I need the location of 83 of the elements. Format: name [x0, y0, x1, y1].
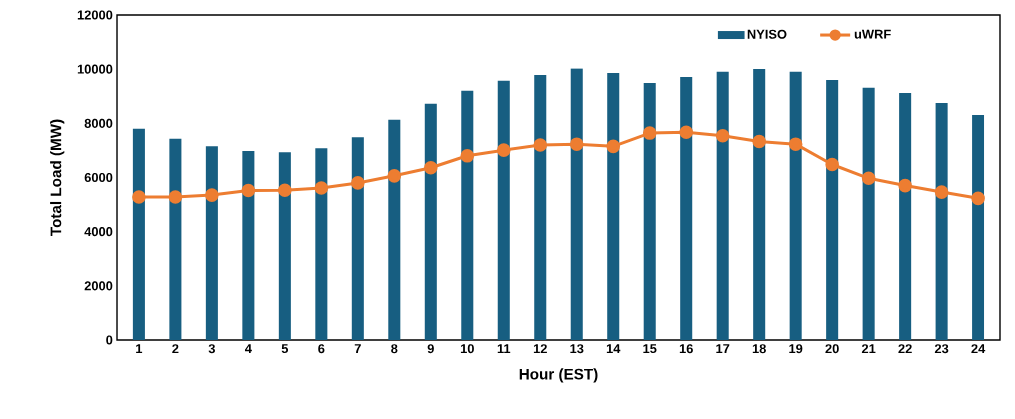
x-tick-label: 3 — [208, 344, 215, 354]
point — [168, 190, 183, 204]
bar — [899, 92, 912, 340]
x-tick-label: 1 — [136, 344, 143, 353]
bar — [972, 114, 985, 340]
bar — [680, 77, 693, 340]
point — [679, 125, 694, 140]
bar — [607, 72, 620, 340]
point — [533, 138, 548, 152]
point — [788, 137, 803, 151]
point — [825, 157, 839, 172]
point — [752, 134, 766, 149]
bar — [351, 137, 364, 340]
y-tick-label: 8000 — [84, 118, 113, 128]
x-tick-label: 14 — [606, 344, 621, 353]
legend-label: uWRF — [854, 29, 891, 39]
point — [971, 191, 985, 206]
x-tick-label: 16 — [679, 344, 693, 354]
x-tick-label: 24 — [971, 344, 986, 354]
bar — [242, 150, 255, 340]
bar — [753, 68, 766, 340]
x-tick-label: 21 — [861, 344, 876, 354]
point — [496, 143, 511, 157]
x-tick-label: 10 — [460, 344, 474, 354]
bar — [716, 71, 729, 340]
bar — [132, 128, 145, 340]
x-tick-label: 23 — [934, 344, 949, 354]
point — [314, 181, 329, 195]
bar — [789, 71, 802, 340]
point — [934, 185, 949, 199]
bar — [935, 103, 948, 340]
x-tick-label: 19 — [789, 344, 803, 354]
bar — [205, 146, 218, 340]
point — [460, 149, 475, 163]
x-tick-label: 20 — [825, 344, 839, 354]
bar — [461, 90, 474, 340]
bar — [643, 82, 656, 340]
y-tick-label: 2000 — [84, 281, 113, 291]
y-tick-label: 0 — [106, 335, 113, 345]
bar — [315, 148, 328, 340]
y-tick-label: 4000 — [84, 227, 113, 237]
bar — [570, 68, 583, 340]
x-tick-label: 8 — [391, 344, 398, 354]
x-tick-label: 15 — [643, 344, 657, 354]
bar — [534, 75, 547, 340]
bar — [826, 79, 839, 340]
x-axis-title: Hour (EST) — [519, 368, 598, 383]
point — [861, 171, 876, 186]
x-tick-label: 13 — [570, 344, 584, 354]
x-tick-label: 22 — [898, 344, 912, 354]
x-tick-label: 2 — [172, 344, 179, 354]
point — [606, 139, 621, 154]
bar — [169, 138, 182, 340]
bar — [278, 152, 291, 340]
point — [351, 176, 365, 190]
x-tick-label: 9 — [427, 344, 434, 354]
point — [132, 190, 146, 204]
legend-label: NYISO — [747, 29, 787, 39]
y-tick-label: 6000 — [84, 172, 113, 183]
x-tick-label: 7 — [354, 344, 361, 353]
y-tick-label: 12000 — [77, 10, 113, 20]
bar — [388, 119, 401, 340]
x-tick-label: 11 — [497, 344, 511, 353]
x-tick-label: 17 — [716, 344, 730, 353]
point — [205, 188, 219, 202]
point — [424, 160, 438, 175]
x-tick-label: 18 — [752, 344, 766, 354]
point — [387, 169, 402, 183]
point — [241, 183, 256, 198]
point — [715, 128, 730, 143]
x-tick-label: 5 — [281, 344, 289, 354]
bar — [862, 87, 875, 340]
point — [278, 183, 292, 198]
bar — [424, 103, 437, 340]
x-tick-label: 12 — [533, 344, 547, 354]
x-tick-label: 4 — [244, 344, 252, 353]
y-axis-title: Total Load (MW) — [50, 119, 65, 236]
y-tick-label: 10000 — [77, 64, 113, 74]
point — [898, 178, 912, 193]
point — [642, 126, 657, 140]
bar — [497, 80, 510, 340]
x-tick-label: 6 — [318, 344, 325, 354]
point — [569, 137, 584, 151]
